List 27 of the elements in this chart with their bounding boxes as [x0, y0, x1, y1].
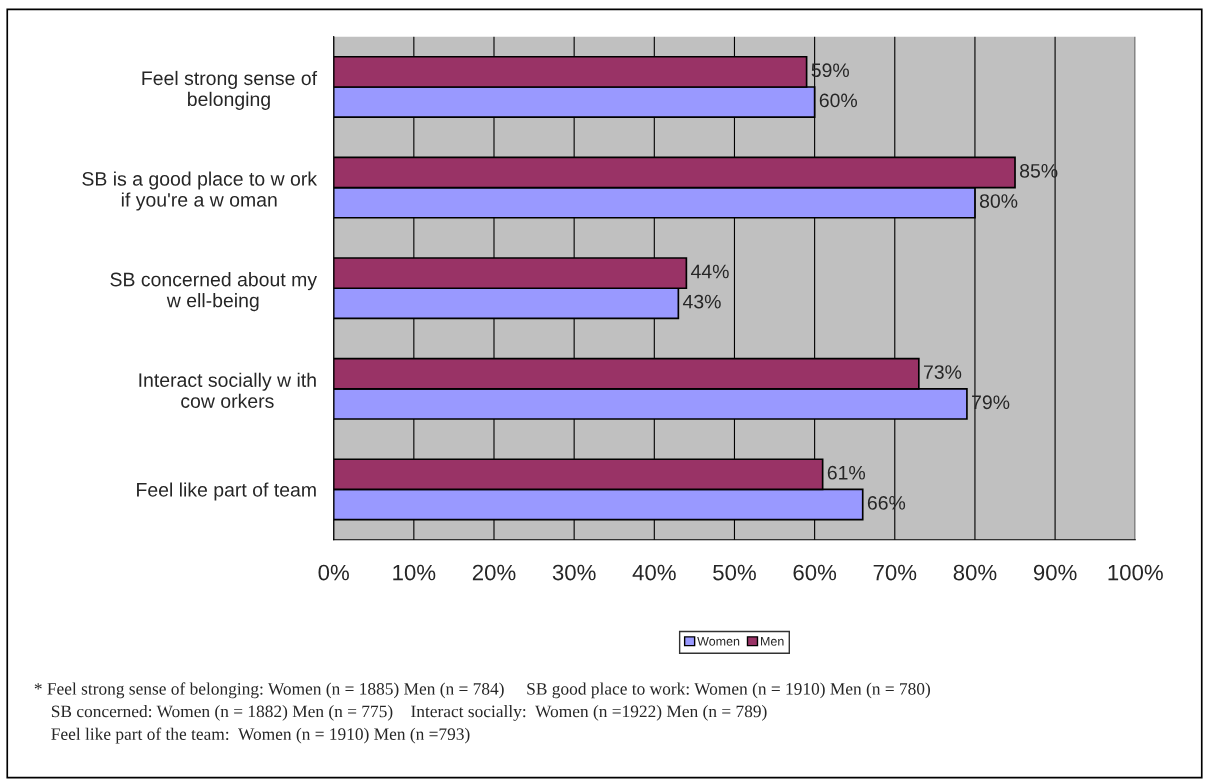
legend-label: Men: [761, 637, 784, 646]
text: SB concerned: Women (n = 1882) Men (n = 775) Interact socially: Women (n =1922) Men (n = 789): [51, 705, 767, 721]
x-tick-label: 30%: [552, 564, 596, 581]
x-tick-label: 70%: [873, 564, 917, 581]
text: * Feel strong sense of belonging: Women (n = 1885) Men (n = 784) SB good place to work: Women (n = 1910) Men (n = 780): [34, 682, 931, 699]
y-tick-label: SB is a good place to w ork if you're a w oman: [82, 171, 318, 211]
data-label: 44%: [690, 264, 729, 279]
x-tick-label: 90%: [1033, 564, 1077, 581]
x-tick-label: 10%: [393, 564, 436, 581]
data-label: 61%: [827, 465, 866, 480]
text: Feel like part of the team: Women (n = 1910) Men (n =793): [51, 727, 470, 744]
x-tick-label: 50%: [713, 564, 756, 581]
legend-label: Women: [697, 637, 740, 646]
y-tick-label: Interact socially w ith cow orkers: [139, 372, 316, 408]
x-tick-label: 100%: [1108, 564, 1163, 581]
x-tick-label: 20%: [472, 564, 516, 581]
data-label: 60%: [819, 93, 858, 108]
x-tick-label: 60%: [793, 564, 837, 581]
x-tick-label: 40%: [632, 564, 676, 581]
data-label: 73%: [923, 365, 962, 379]
y-tick-label: SB concerned about my w ell-being: [110, 272, 317, 312]
y-tick-label: Feel strong sense of belonging: [142, 70, 318, 110]
data-label: 80%: [979, 194, 1018, 208]
data-label: 43%: [682, 294, 721, 309]
y-tick-label: Feel like part of team: [137, 482, 316, 501]
x-tick-label: 0%: [318, 564, 349, 581]
x-tick-label: 80%: [953, 564, 997, 581]
